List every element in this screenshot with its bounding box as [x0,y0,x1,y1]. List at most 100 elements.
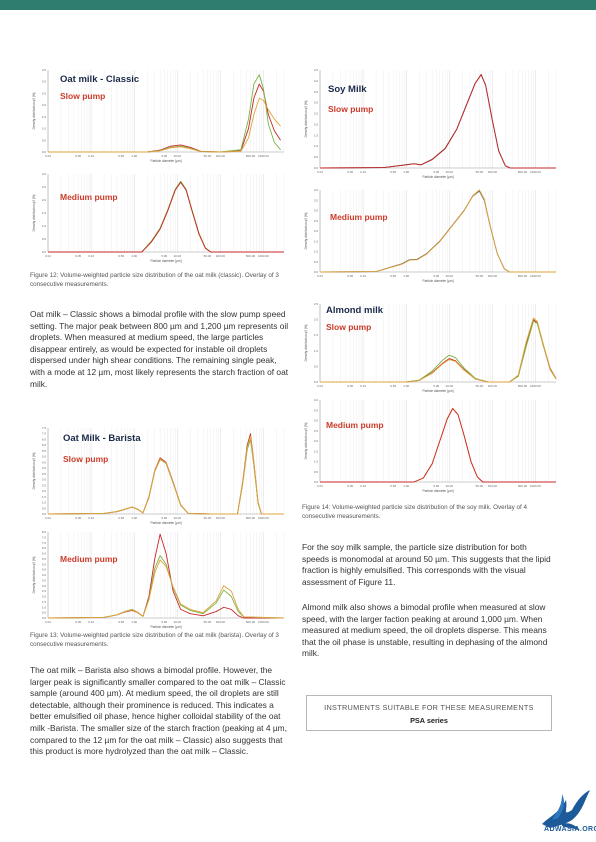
x-tick-label: 5.00 [433,274,439,278]
y-tick-label: 1.0 [314,144,319,148]
x-tick-label: 100.00 [216,154,226,158]
chart-almond-slow: 0.0 0.5 1.0 1.5 2.0 2.5 0.01 0.05 0.10 0.50 1.00 5.… [302,300,564,396]
x-tick-label: 0.50 [118,254,124,258]
y-tick-label: 0.0 [42,150,47,154]
y-axis-label: Density distribution q3 [%] [32,194,36,231]
y-tick-label: 3.0 [42,584,47,588]
x-tick-label: 0.50 [390,170,396,174]
x-axis-label: Particle diameter [µm] [150,521,181,525]
chart-soy-slow: 0.0 0.5 1.0 1.5 2.0 2.5 3.0 3.5 4.0 4.5 0.01 0.05 0.… [302,66,564,182]
x-tick-label: 10.00 [446,170,454,174]
y-tick-label: 0.5 [42,237,47,241]
y-tick-label: 1.5 [314,239,319,243]
x-tick-label: 50.00 [476,384,484,388]
x-tick-label: 500.00 [246,620,256,624]
series-line [48,181,284,253]
y-tick-label: 2.5 [314,112,319,116]
chart-svg: 0.0 0.5 1.0 1.5 2.0 2.5 3.0 3.5 0.01 0.05 0.10 0.50… [32,68,285,163]
series-line [47,559,285,619]
chart-title: Oat milk - Classic [60,74,140,85]
x-tick-label: 0.10 [88,154,94,158]
x-axis-label: Particle diameter [µm] [422,389,453,393]
y-tick-label: 2.0 [314,318,319,322]
chart-svg: 0.0 0.5 1.0 1.5 2.0 2.5 0.01 0.05 0.10 0.50 1.00 5.… [304,302,557,393]
series-line [47,439,284,515]
paragraph-almond: Almond milk also shows a bimodal profile… [302,602,554,660]
chart-subtitle: Slow pump [328,104,374,114]
x-tick-label: 0.50 [390,384,396,388]
x-tick-label: 0.01 [45,254,51,258]
x-tick-label: 0.01 [317,170,323,174]
y-tick-label: 3.0 [42,172,47,176]
series-line [47,555,285,619]
x-axis-label: Particle diameter [µm] [150,625,181,629]
x-tick-label: 0.01 [45,620,51,624]
chart-subtitle: Medium pump [330,212,388,222]
series-line [319,190,556,273]
x-tick-label: 1.00 [131,516,137,520]
x-tick-label: 50.00 [476,170,484,174]
paragraph-text: The oat milk – Barista also shows a bimo… [30,665,287,757]
y-tick-label: 0.5 [42,138,47,142]
x-tick-label: 0.05 [347,484,353,488]
y-tick-label: 1.5 [42,115,47,119]
y-tick-label: 2.0 [42,489,47,493]
x-tick-label: 10.00 [174,154,182,158]
y-tick-label: 6.0 [42,443,47,447]
y-tick-label: 5.0 [42,455,47,459]
x-tick-label: 0.01 [317,384,323,388]
x-tick-label: 5.00 [433,484,439,488]
x-tick-label: 100.00 [488,274,498,278]
y-tick-label: 4.5 [314,68,319,72]
chart-soy-medium: 0.0 0.5 1.0 1.5 2.0 2.5 3.0 3.5 4.0 0.01 0.05 0.10 0… [302,186,564,286]
y-tick-label: 7.0 [42,432,47,436]
series-line [319,189,556,273]
x-tick-label: 100.00 [488,484,498,488]
y-tick-label: 4.0 [42,573,47,577]
y-tick-label: 3.0 [314,209,319,213]
chart-svg: 0.0 0.5 1.0 1.5 2.0 2.5 3.0 3.5 4.0 4.5 0.01 0.05 0.… [304,68,557,179]
y-tick-label: 1.0 [314,349,319,353]
paragraph-oat-barista: The oat milk – Barista also shows a bimo… [30,665,292,758]
x-tick-label: 10.00 [446,384,454,388]
y-tick-label: 0.0 [314,380,319,384]
x-tick-label: 1.00 [403,274,409,278]
chart-svg: 0.0 0.5 1.0 1.5 2.0 2.5 3.0 3.5 4.0 0.01 0.05 0.10 0… [304,188,557,283]
x-tick-label: 50.00 [476,274,484,278]
y-axis-label: Density distribution q3 [%] [304,422,308,459]
chart-oat-classic-slow: 0.0 0.5 1.0 1.5 2.0 2.5 3.0 3.5 0.01 0.05 0.10 0.50… [30,66,292,166]
x-tick-label: 0.05 [75,516,81,520]
y-tick-label: 2.0 [314,122,319,126]
x-tick-label: 1.00 [131,620,137,624]
y-tick-label: 1.5 [314,133,319,137]
y-tick-label: 0.0 [42,616,47,620]
x-tick-label: 0.50 [390,484,396,488]
x-tick-label: 1000.00 [258,516,269,520]
y-tick-label: 1.0 [314,250,319,254]
y-tick-label: 3.5 [42,578,47,582]
x-tick-label: 100.00 [216,254,226,258]
x-axis-label: Particle diameter [µm] [422,489,453,493]
y-tick-label: 0.5 [42,611,47,615]
series-line [48,97,281,153]
x-tick-label: 0.05 [75,254,81,258]
x-tick-label: 1.00 [403,384,409,388]
y-tick-label: 2.5 [42,589,47,593]
y-tick-label: 3.5 [314,90,319,94]
x-tick-label: 0.10 [360,384,366,388]
x-tick-label: 10.00 [446,484,454,488]
y-tick-label: 3.5 [42,472,47,476]
y-tick-label: 1.0 [42,127,47,131]
y-tick-label: 0.0 [314,270,319,274]
x-tick-label: 100.00 [488,384,498,388]
instruments-value: PSA series [410,716,448,725]
chart-svg: 0.00.5 1.01.52.0 2.53.0 3.54.04.5 5.05.56.0 6… [32,530,285,629]
x-tick-label: 0.05 [75,620,81,624]
chart-oat-barista-medium: 0.0 0.5 1.0 1.5 2.0 2.5 3.0 3.5 4.0 4.5 5.0 5.5 6.0 6… [30,528,292,632]
chart-subtitle: Slow pump [63,454,109,464]
y-tick-label: 2.5 [42,185,47,189]
x-tick-label: 5.00 [161,516,167,520]
y-tick-label: 0.5 [314,364,319,368]
series-line [320,408,556,483]
y-tick-label: 2.5 [314,302,319,306]
